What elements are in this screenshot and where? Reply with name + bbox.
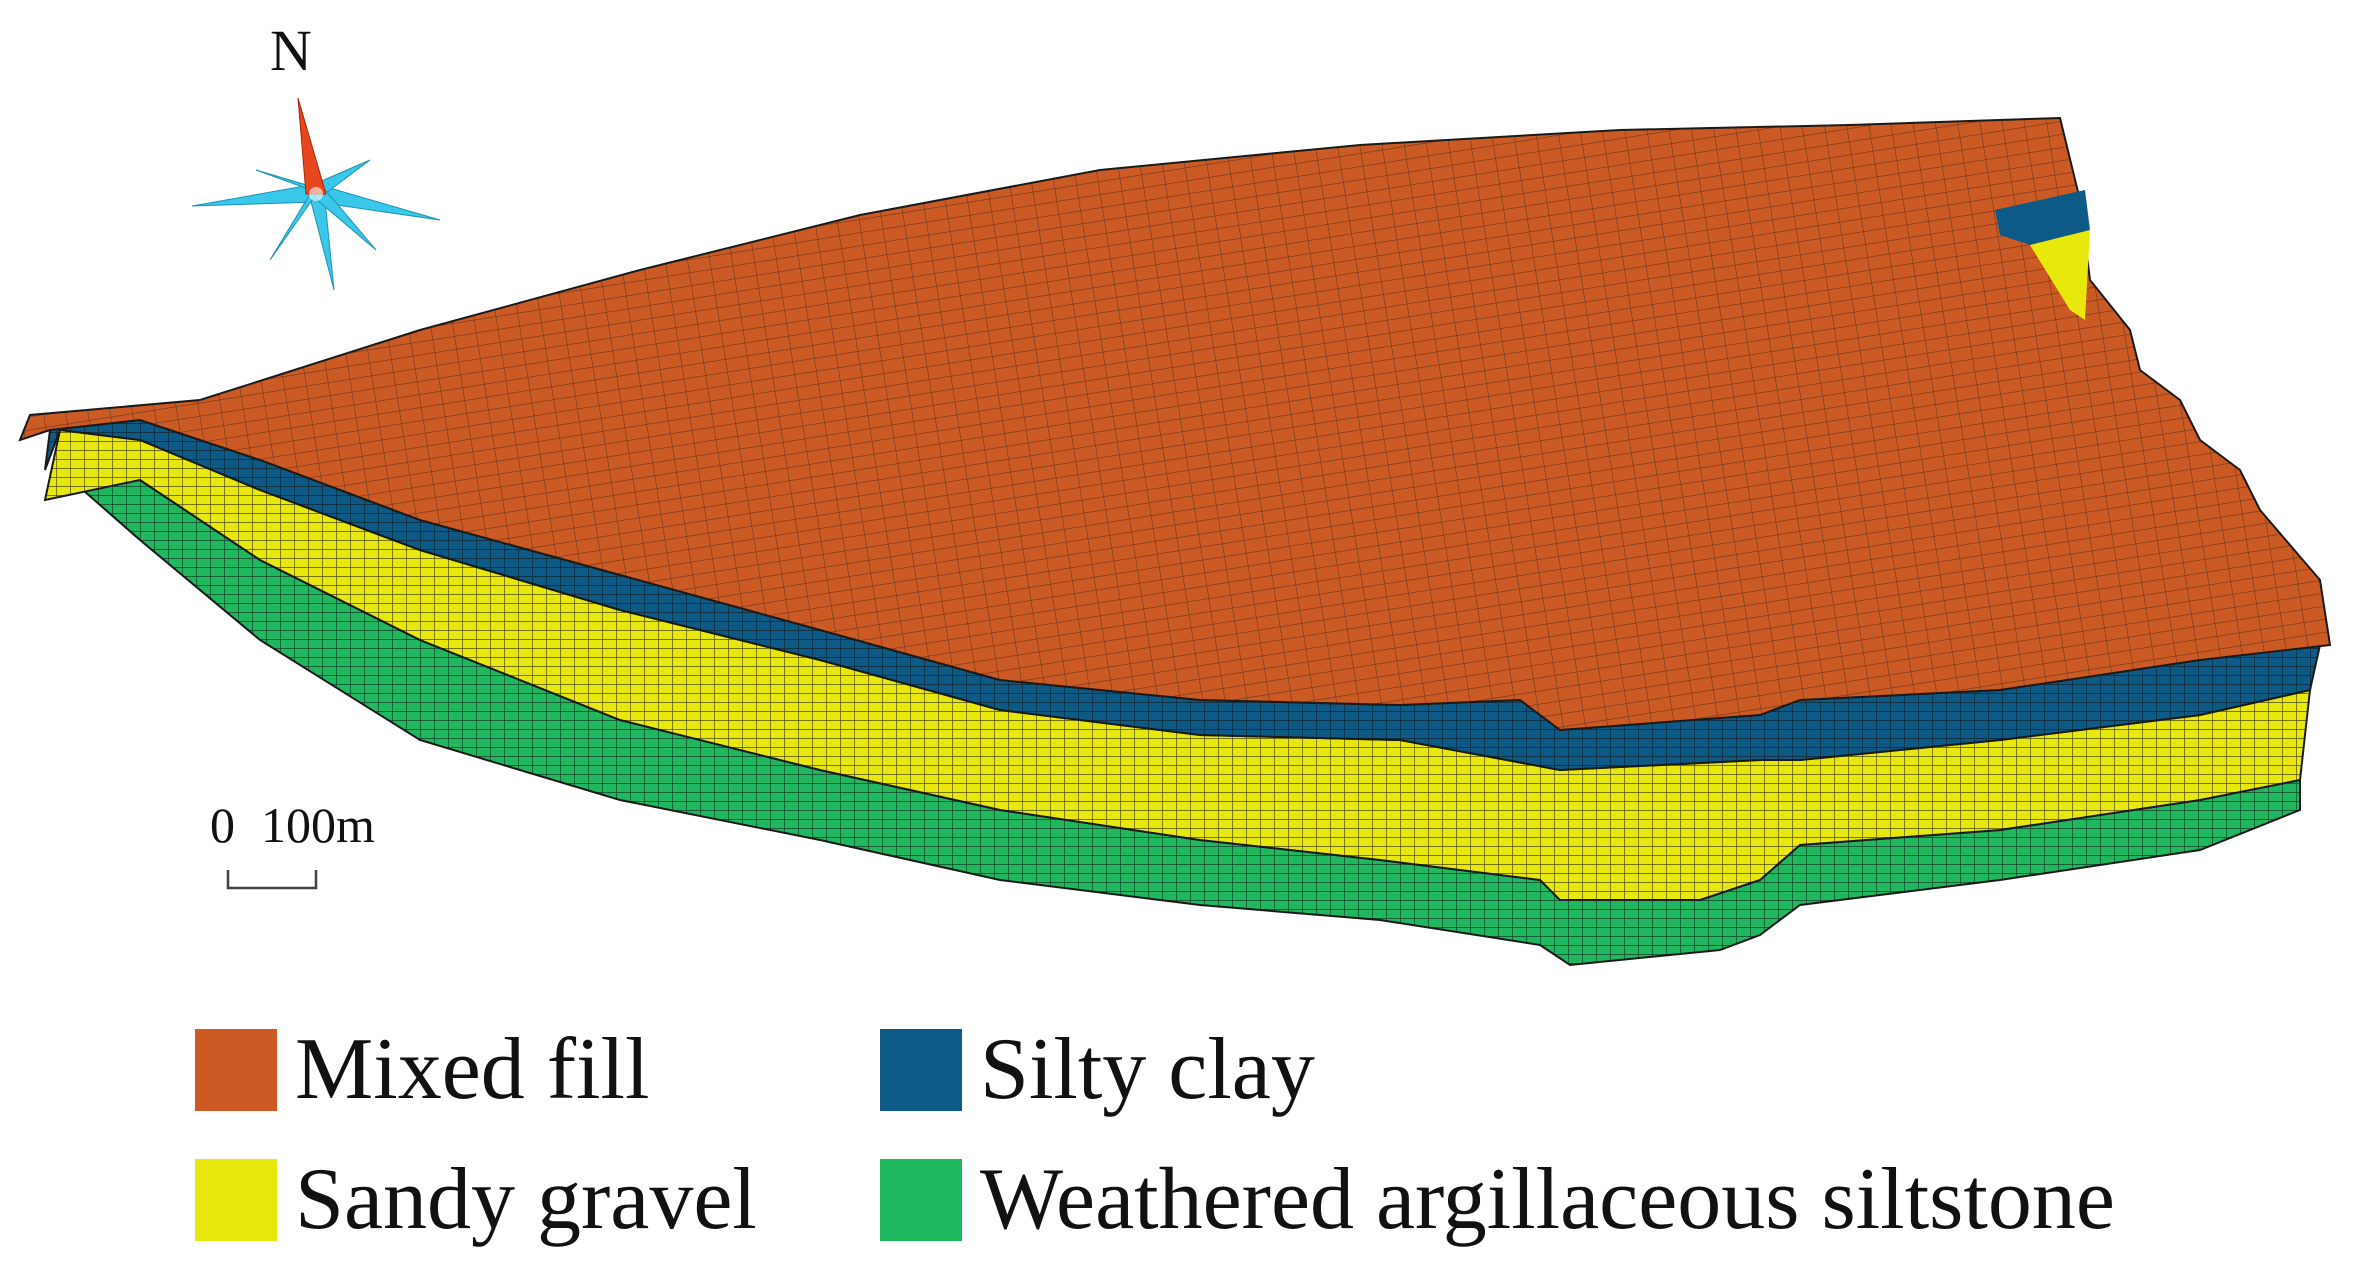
legend-item-weathered-argillaceous-siltstone: Weathered argillaceous siltstone (880, 1150, 2115, 1250)
corner-silty-clay-exposure (1995, 190, 2090, 245)
grid-overlay-gravel (45, 430, 2310, 900)
grid-overlay-siltstone (60, 470, 2300, 965)
grid-overlay-clay (45, 420, 2320, 770)
scale-bar-start: 0 (210, 797, 235, 853)
legend-item-mixed-fill: Mixed fill (195, 1020, 649, 1120)
grid-overlay-fill (20, 118, 2330, 730)
corner-sandy-gravel-exposure (2030, 230, 2090, 320)
compass-needle-north (297, 97, 327, 195)
legend-label: Weathered argillaceous siltstone (980, 1151, 2115, 1248)
scale-bar (226, 870, 318, 890)
legend-swatch (880, 1159, 962, 1241)
legend-label: Sandy gravel (295, 1151, 757, 1248)
legend-swatch (880, 1029, 962, 1111)
legend-label: Silty clay (980, 1021, 1315, 1118)
compass-ray-west (191, 183, 317, 207)
legend: Mixed fill Silty clay Sandy gravel Weath… (195, 1020, 2295, 1260)
legend-swatch (195, 1159, 277, 1241)
legend-swatch (195, 1029, 277, 1111)
scale-bar-label: 0 100m (210, 800, 375, 850)
legend-label: Mixed fill (295, 1021, 650, 1118)
compass-center (309, 187, 323, 201)
scale-bar-end: 100m (261, 797, 375, 853)
compass-north-label: N (270, 18, 312, 83)
legend-item-sandy-gravel: Sandy gravel (195, 1150, 757, 1250)
legend-item-silty-clay: Silty clay (880, 1020, 1315, 1120)
compass-rose-icon (191, 97, 441, 291)
